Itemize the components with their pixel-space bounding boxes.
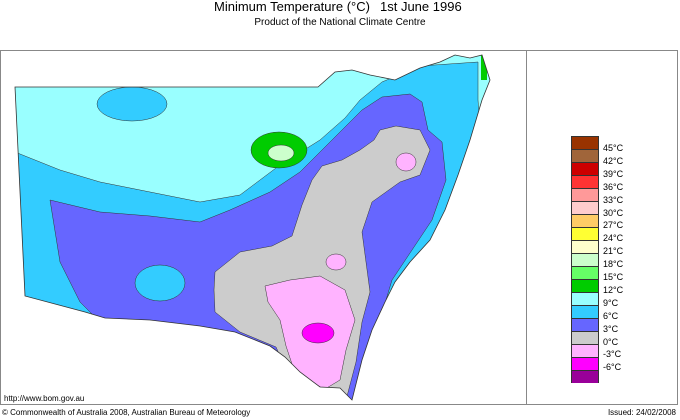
- subtitle: Product of the National Climate Centre: [254, 17, 426, 28]
- copyright: © Commonwealth of Australia 2008, Austra…: [2, 408, 251, 417]
- zone-12c: [481, 55, 487, 80]
- temperature-legend: 45°C 42°C 39°C 36°C 33°C 30°C 27°C 24°C 21°C 18°C…: [571, 136, 623, 383]
- legend-label: 27°C: [603, 220, 624, 231]
- legend-swatch: [571, 279, 599, 292]
- bom-url[interactable]: http://www.bom.gov.au: [4, 394, 85, 403]
- zone-0c: [325, 253, 347, 271]
- legend-label: 6°C: [603, 310, 619, 321]
- legend-divider: [526, 50, 527, 405]
- zone-minus3c: [395, 152, 417, 172]
- legend-swatch: [571, 162, 599, 175]
- legend-label: 18°C: [603, 259, 624, 270]
- legend-swatch: [571, 370, 599, 383]
- legend-swatch: [571, 175, 599, 188]
- legend-swatch: [571, 344, 599, 357]
- zone-6c: [134, 264, 186, 302]
- legend-swatch: [571, 318, 599, 331]
- title-date: 1st June 1996: [380, 0, 462, 14]
- legend-label: 39°C: [603, 168, 624, 179]
- legend-label: 12°C: [603, 284, 624, 295]
- legend-label: 33°C: [603, 194, 624, 205]
- legend-swatch: [571, 266, 599, 279]
- legend-label: 36°C: [603, 181, 624, 192]
- legend-label: 15°C: [603, 272, 624, 282]
- legend-label: 9°C: [603, 297, 619, 308]
- legend-label: 21°C: [603, 246, 624, 257]
- issued-date: Issued: 24/02/2008: [607, 408, 676, 417]
- state-border: [14, 54, 491, 401]
- legend-swatch: [571, 240, 599, 253]
- legend-swatch: [571, 331, 599, 344]
- legend-swatch: [571, 253, 599, 266]
- legend-swatch: [571, 305, 599, 318]
- legend-label: 30°C: [603, 207, 624, 218]
- map-frame: [0, 50, 678, 405]
- legend-swatch: [571, 201, 599, 214]
- legend-swatch: [571, 214, 599, 227]
- legend-label: 24°C: [603, 233, 624, 244]
- nsw-temperature-map: [14, 54, 491, 401]
- legend-swatch: [571, 149, 599, 162]
- legend-swatch: [571, 136, 599, 149]
- legend-swatch: [571, 357, 599, 370]
- legend-label: 0°C: [603, 336, 619, 347]
- legend-label: 42°C: [603, 155, 624, 166]
- legend-label: 3°C: [603, 323, 619, 334]
- legend-swatch: [571, 188, 599, 201]
- legend-swatch: [571, 227, 599, 240]
- legend-swatch: [571, 292, 599, 305]
- legend-label: -3°C: [603, 349, 622, 360]
- title-text: Minimum Temperature (°C): [214, 0, 370, 14]
- zone-15c: [267, 144, 295, 162]
- legend-label: 45°C: [603, 143, 624, 153]
- zone-minus6c: [301, 322, 335, 344]
- zone-6c: [96, 86, 168, 122]
- legend-label: -6°C: [603, 362, 622, 373]
